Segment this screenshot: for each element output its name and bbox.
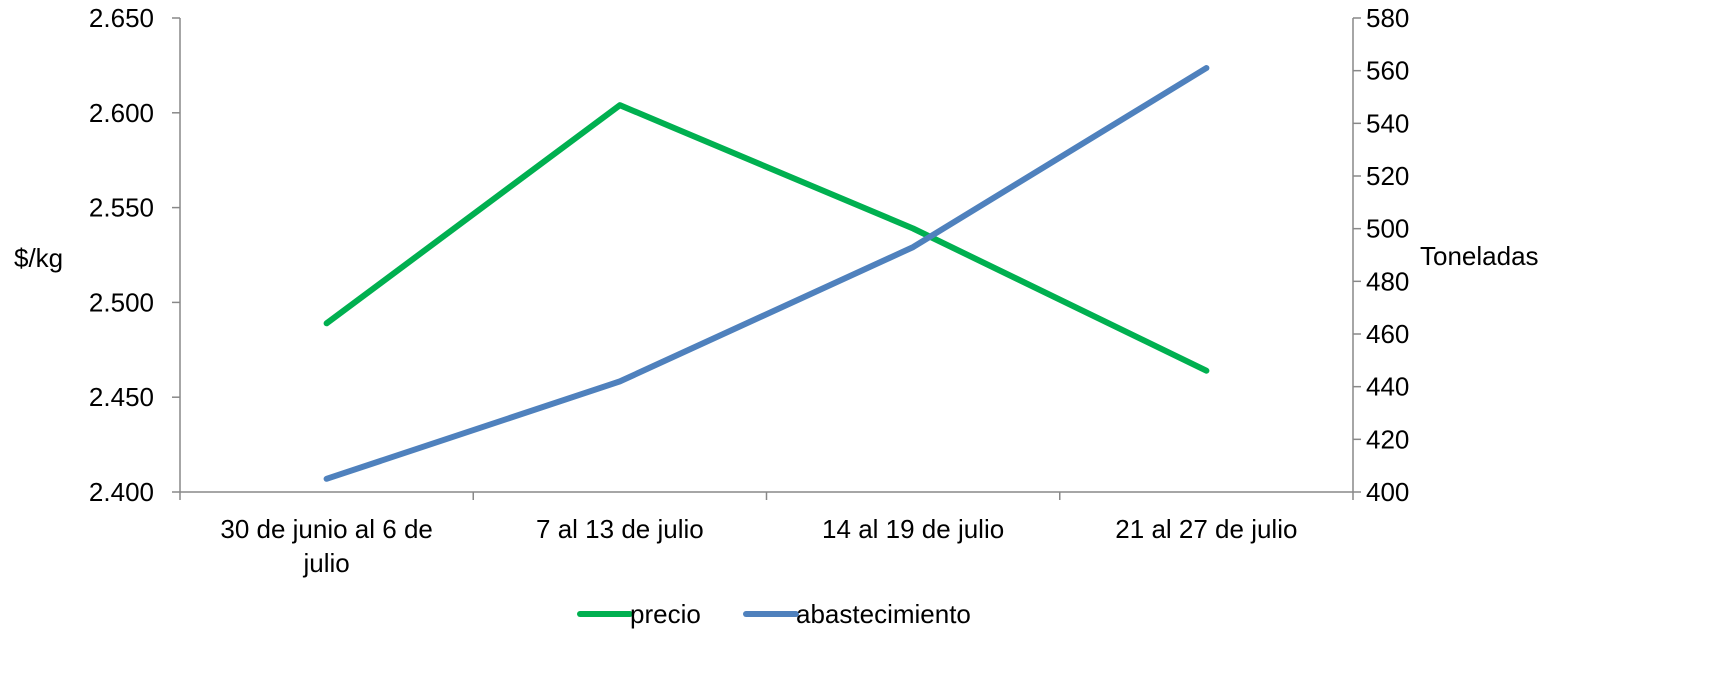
y-right-tick-label: 580 bbox=[1366, 3, 1409, 33]
y-left-tick-label: 2.450 bbox=[89, 382, 154, 412]
legend-label: abastecimiento bbox=[796, 599, 971, 629]
y-right-axis-title: Toneladas bbox=[1420, 241, 1539, 271]
y-right-tick-label: 400 bbox=[1366, 477, 1409, 507]
x-tick-label: 30 de junio al 6 de julio bbox=[220, 514, 433, 578]
y-right-tick-label: 480 bbox=[1366, 266, 1409, 296]
x-tick-label: 21 al 27 de julio bbox=[1115, 514, 1297, 544]
y-right-tick-label: 460 bbox=[1366, 319, 1409, 349]
right-axis-ticks: 400 420 440 460 480 500 520 540 560 580 bbox=[1353, 3, 1409, 507]
series bbox=[323, 65, 1210, 482]
y-right-tick-label: 500 bbox=[1366, 214, 1409, 244]
y-right-tick-label: 420 bbox=[1366, 424, 1409, 454]
series-line-abastecimiento bbox=[323, 65, 1210, 482]
y-right-tick-label: 440 bbox=[1366, 372, 1409, 402]
left-axis-ticks: 2.400 2.450 2.500 2.550 2.600 2.650 bbox=[89, 3, 180, 507]
y-left-tick-label: 2.550 bbox=[89, 193, 154, 223]
y-right-tick-label: 520 bbox=[1366, 161, 1409, 191]
series-line-precio bbox=[323, 102, 1210, 374]
y-left-axis-title: $/kg bbox=[14, 243, 63, 273]
y-left-tick-label: 2.400 bbox=[89, 477, 154, 507]
y-left-tick-label: 2.600 bbox=[89, 98, 154, 128]
x-axis-ticks: 30 de junio al 6 de julio 7 al 13 de julio… bbox=[179, 492, 1354, 578]
legend-label: precio bbox=[630, 599, 701, 629]
x-tick-label: 14 al 19 de julio bbox=[822, 514, 1004, 544]
legend: precio abastecimiento bbox=[577, 599, 971, 629]
y-right-tick-label: 540 bbox=[1366, 108, 1409, 138]
x-tick-label: 7 al 13 de julio bbox=[536, 514, 704, 544]
y-left-tick-label: 2.650 bbox=[89, 3, 154, 33]
y-right-tick-label: 560 bbox=[1366, 56, 1409, 86]
y-left-tick-label: 2.500 bbox=[89, 287, 154, 317]
